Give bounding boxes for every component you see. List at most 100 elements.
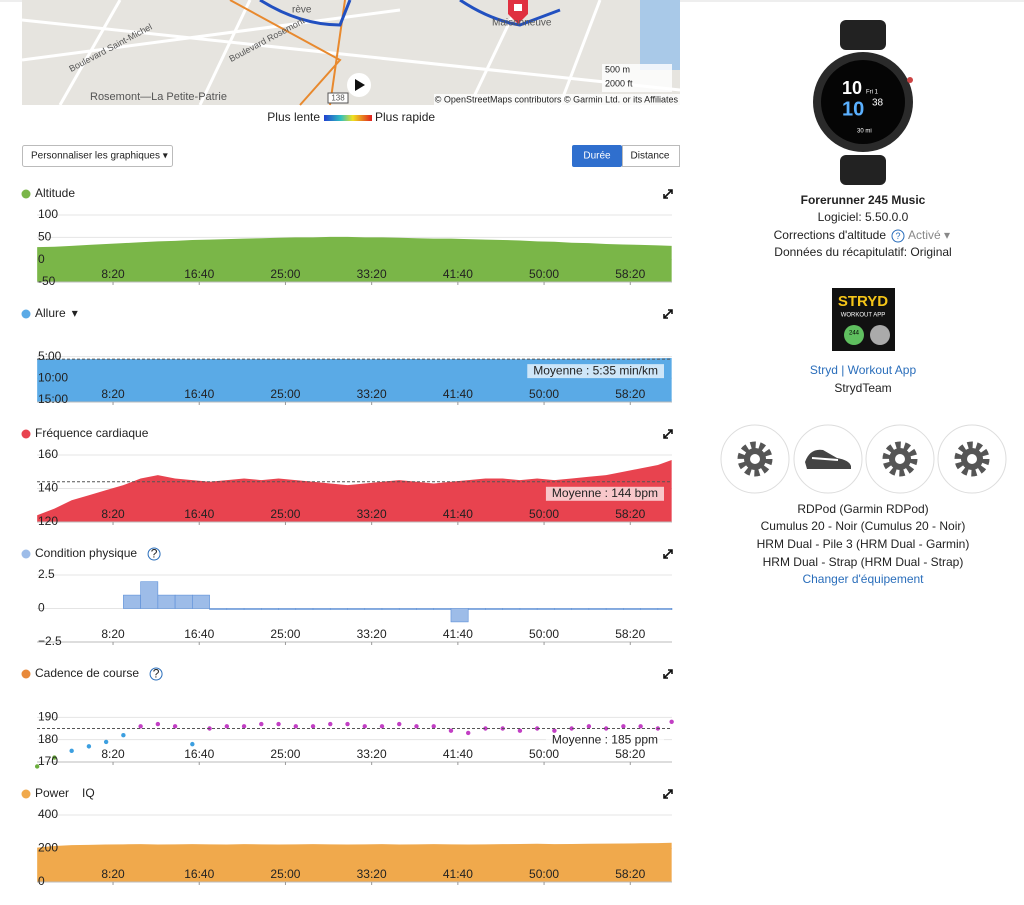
expand-icon[interactable] bbox=[663, 549, 673, 559]
y-tick-label: 140 bbox=[38, 481, 58, 495]
area bbox=[37, 236, 672, 282]
step-bar bbox=[605, 608, 624, 610]
x-tick-label: 50:00 bbox=[529, 867, 559, 881]
area bbox=[37, 460, 672, 522]
x-tick-label: 25:00 bbox=[270, 267, 300, 281]
expand-icon[interactable] bbox=[663, 789, 673, 799]
step-bar bbox=[519, 608, 538, 610]
y-tick-label: -50 bbox=[38, 274, 56, 288]
y-tick-label: 160 bbox=[38, 447, 58, 461]
x-tick-label: 8:20 bbox=[101, 387, 125, 401]
point bbox=[669, 719, 674, 724]
average-label: Moyenne : 5:35 min/km bbox=[533, 363, 658, 377]
step-bar bbox=[157, 594, 176, 609]
app-author: StrydTeam bbox=[834, 381, 891, 395]
watch-text: Fri 1 bbox=[866, 90, 879, 96]
step-bar bbox=[640, 608, 659, 610]
step-bar bbox=[192, 594, 210, 609]
step-bar bbox=[243, 608, 262, 610]
point bbox=[241, 724, 247, 729]
x-tick-label: 58:20 bbox=[615, 627, 645, 641]
gear-item: RDPod (Garmin RDPod) bbox=[797, 502, 928, 516]
toggle-duration[interactable] bbox=[572, 145, 622, 167]
expand-icon[interactable] bbox=[663, 309, 673, 319]
map-label: Rosemont—La Petite-Patrie bbox=[90, 91, 227, 103]
gear-icons bbox=[720, 424, 1007, 494]
step-bar bbox=[450, 608, 469, 623]
step-bar bbox=[261, 608, 279, 610]
x-tick-label: 16:40 bbox=[184, 267, 214, 281]
watch-text: 10 bbox=[842, 98, 864, 120]
step-bar bbox=[554, 608, 572, 610]
expand-icon[interactable] bbox=[663, 429, 673, 439]
point bbox=[69, 748, 74, 754]
customize-button[interactable] bbox=[22, 145, 173, 167]
app-link[interactable]: Stryd | Workout App bbox=[810, 363, 917, 377]
y-tick-label: 10:00 bbox=[38, 370, 68, 384]
average-label: Moyenne : 185 ppm bbox=[552, 733, 658, 747]
gear-item: HRM Dual - Pile 3 (HRM Dual - Garmin) bbox=[757, 537, 970, 551]
x-tick-label: 33:20 bbox=[357, 867, 387, 881]
x-tick-label: 16:40 bbox=[184, 747, 214, 761]
point bbox=[362, 724, 367, 729]
point bbox=[586, 724, 592, 729]
expand-icon[interactable] bbox=[663, 189, 673, 199]
y-tick-label: 0 bbox=[38, 252, 45, 266]
watch-text: 30 mi bbox=[857, 129, 872, 135]
point bbox=[86, 744, 92, 749]
step-bar bbox=[502, 608, 521, 610]
toggle-distance[interactable] bbox=[622, 145, 680, 167]
step-bar bbox=[226, 608, 245, 610]
x-tick-label: 58:20 bbox=[615, 507, 645, 521]
y-tick-label: 5:00 bbox=[38, 349, 62, 363]
point bbox=[448, 728, 454, 733]
x-tick-label: 50:00 bbox=[529, 387, 559, 401]
step-bar bbox=[398, 608, 417, 610]
chart-dropdown[interactable]: ▾ bbox=[72, 306, 78, 320]
step-bar bbox=[312, 608, 331, 610]
point bbox=[155, 721, 161, 727]
y-tick-label: 15:00 bbox=[38, 392, 68, 406]
watch-text: 38 bbox=[872, 98, 884, 109]
step-bar bbox=[209, 608, 228, 610]
step-bar bbox=[588, 608, 607, 610]
point bbox=[138, 724, 143, 729]
x-tick-label: 41:40 bbox=[443, 747, 473, 761]
point bbox=[172, 724, 178, 729]
y-tick-label: −2.5 bbox=[38, 634, 62, 648]
point bbox=[552, 728, 557, 733]
map[interactable]: rève Maisonneuve Rosemont—La Petite-Patr… bbox=[21, 0, 681, 106]
device-info: Logiciel: 5.50.0.0 bbox=[818, 210, 909, 224]
step-bar bbox=[347, 608, 366, 610]
y-tick-label: 180 bbox=[38, 732, 58, 746]
help-icon[interactable] bbox=[149, 667, 163, 681]
expand-icon[interactable] bbox=[663, 669, 673, 679]
chart-title: Cadence de course bbox=[35, 666, 139, 680]
step-bar bbox=[433, 608, 452, 610]
area bbox=[37, 842, 672, 882]
step-bar bbox=[623, 608, 641, 610]
y-tick-label: 0 bbox=[38, 601, 45, 615]
point bbox=[431, 724, 436, 729]
map-label: rève bbox=[292, 5, 312, 16]
map-label: Maisonneuve bbox=[492, 18, 552, 29]
x-tick-label: 25:00 bbox=[270, 867, 300, 881]
help-icon[interactable] bbox=[891, 229, 905, 243]
step-bar bbox=[571, 608, 590, 610]
help-icon[interactable] bbox=[147, 547, 161, 561]
x-tick-label: 33:20 bbox=[357, 627, 387, 641]
step-bar bbox=[416, 608, 435, 610]
x-tick-label: 50:00 bbox=[529, 747, 559, 761]
y-tick-label: 400 bbox=[38, 807, 58, 821]
chart-title: Power bbox=[35, 786, 69, 800]
change-gear-link[interactable]: Changer d'équipement bbox=[802, 572, 924, 586]
step-bar bbox=[329, 608, 348, 610]
step-bar bbox=[381, 608, 400, 610]
legend-label: Plus rapide bbox=[375, 110, 435, 124]
step-bar bbox=[536, 608, 555, 610]
altitude-setting[interactable]: Activé ▾ bbox=[908, 228, 950, 242]
point bbox=[638, 724, 643, 729]
x-tick-label: 41:40 bbox=[443, 267, 473, 281]
